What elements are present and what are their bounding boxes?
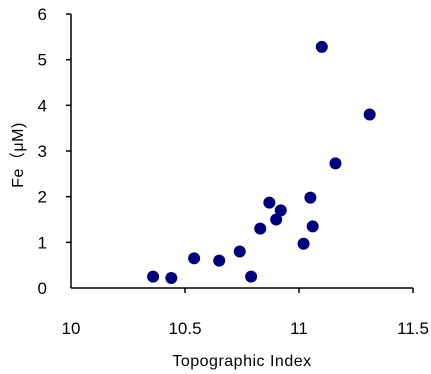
y-tick-label: 2 — [38, 188, 47, 207]
y-axis-title: Fe（μM) — [9, 122, 27, 188]
data-point — [315, 40, 328, 53]
y-tick-label: 4 — [38, 96, 47, 115]
data-points — [147, 40, 376, 284]
y-tick-label: 6 — [38, 5, 47, 24]
y-ticks: 0 1 2 3 4 5 6 — [38, 5, 71, 298]
y-tick-label: 3 — [38, 142, 47, 161]
x-ticks: 10 10.5 11 11.5 — [62, 288, 429, 338]
x-tick-label: 11 — [290, 319, 308, 338]
data-point — [233, 245, 246, 258]
data-point — [297, 237, 310, 250]
y-tick-label: 0 — [38, 279, 47, 298]
data-point — [263, 196, 276, 209]
x-axis-title: Topographic Index — [172, 353, 311, 370]
x-tick-label: 11.5 — [397, 319, 429, 338]
data-point — [306, 220, 319, 233]
data-point — [213, 254, 226, 267]
y-tick-label: 1 — [38, 233, 47, 252]
data-point — [304, 191, 317, 204]
data-point — [188, 252, 201, 265]
data-point — [245, 270, 258, 283]
x-tick-label: 10 — [62, 319, 81, 338]
data-point — [274, 204, 287, 217]
axes: 0 1 2 3 4 5 6 10 10.5 11 11.5 — [38, 5, 429, 338]
data-point — [270, 213, 283, 226]
x-tick-label: 10.5 — [168, 319, 201, 338]
y-tick-label: 5 — [38, 51, 47, 70]
data-point — [363, 108, 376, 121]
data-point — [329, 157, 342, 170]
data-point — [254, 222, 267, 235]
data-point — [147, 270, 160, 283]
data-point — [165, 271, 178, 284]
